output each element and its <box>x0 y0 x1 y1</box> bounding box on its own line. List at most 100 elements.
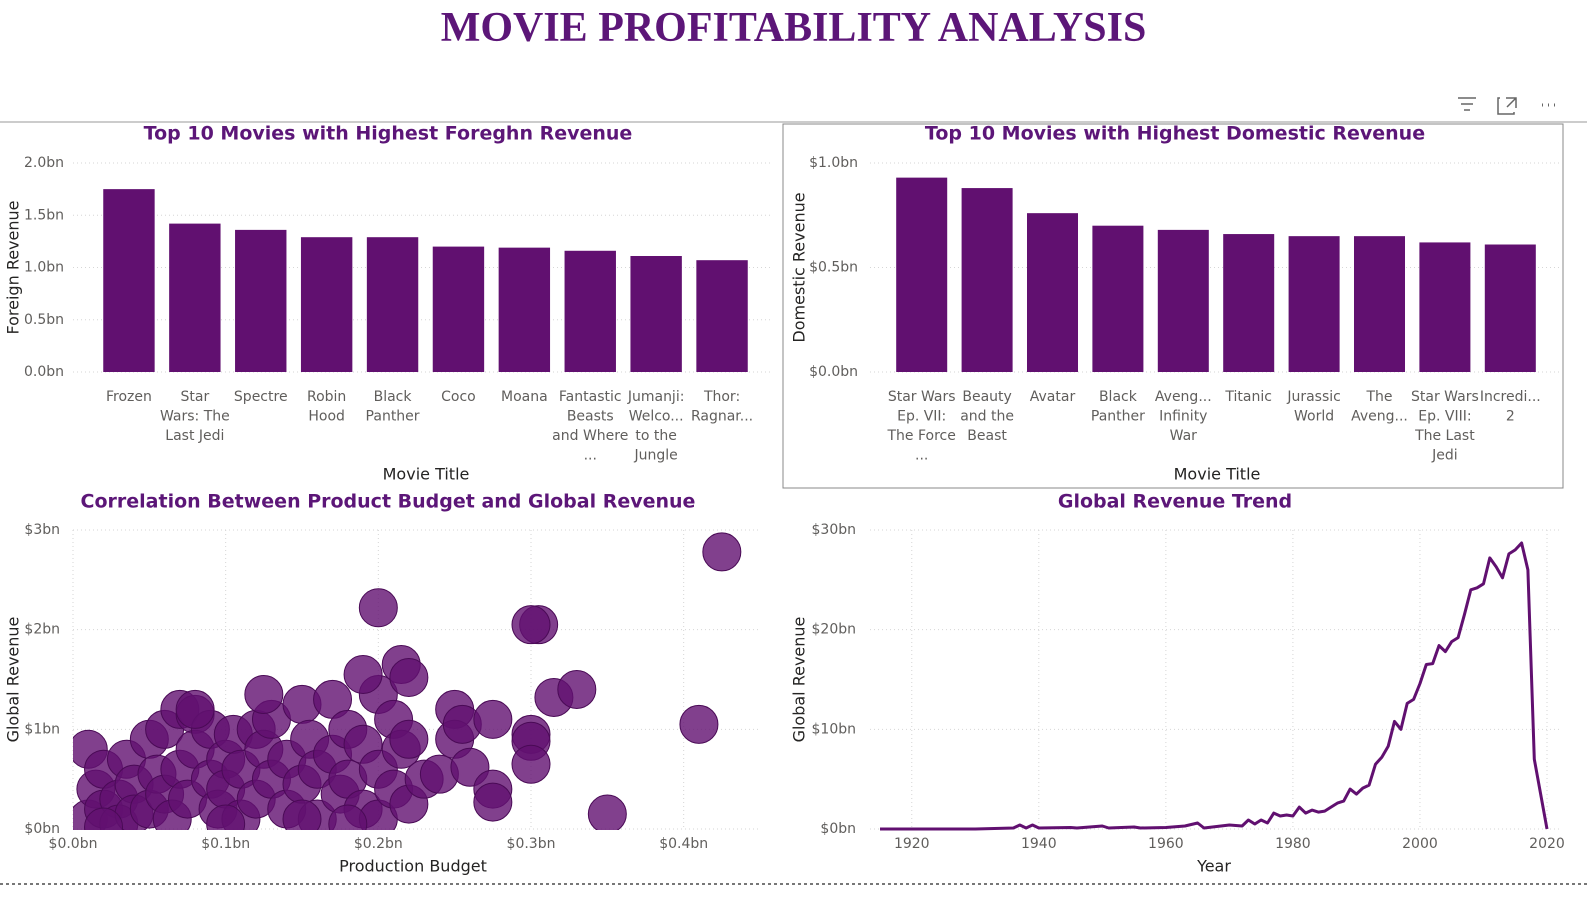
x-tick-label: Coco <box>441 389 476 405</box>
bar <box>366 237 419 372</box>
x-tick-label: Thor: Ragnar... <box>691 389 753 425</box>
y-axis-label: Global Revenue <box>4 617 23 743</box>
bar <box>432 246 485 372</box>
bar <box>1419 242 1471 372</box>
bar <box>961 188 1013 372</box>
x-tick-label: $0.0bn <box>49 836 98 852</box>
y-tick-label: 0.5bn <box>24 312 64 328</box>
point <box>389 719 429 759</box>
x-axis-label: Movie Title <box>383 465 470 484</box>
bar <box>169 223 221 372</box>
x-tick-label: 1940 <box>1021 836 1057 852</box>
point <box>389 658 429 698</box>
focus-icon[interactable] <box>1497 97 1517 115</box>
y-tick-label: 0.0bn <box>24 364 64 380</box>
y-tick-label: $10bn <box>812 721 856 737</box>
bar <box>235 229 287 372</box>
point <box>587 794 627 830</box>
y-axis-label: Global Revenue <box>790 617 809 743</box>
x-axis-label: Production Budget <box>339 857 487 876</box>
chart-title: Global Revenue Trend <box>1058 491 1292 513</box>
point <box>473 782 513 822</box>
x-tick-label: 1960 <box>1148 836 1184 852</box>
point <box>511 605 551 645</box>
bar <box>1484 244 1536 372</box>
point <box>282 799 322 830</box>
y-tick-label: $0bn <box>820 821 856 837</box>
chart-title: Correlation Between Product Budget and G… <box>81 491 696 513</box>
y-tick-label: $20bn <box>812 622 856 638</box>
chart-title: Top 10 Movies with Highest Foreghn Reven… <box>144 123 633 145</box>
y-tick-label: $30bn <box>812 522 856 538</box>
y-tick-label: $0bn <box>24 821 60 837</box>
bar <box>300 237 353 372</box>
x-tick-label: Black Panther <box>366 389 420 425</box>
y-tick-label: $1bn <box>24 721 60 737</box>
x-axis-label: Movie Title <box>1174 465 1261 484</box>
x-tick-label: Star Wars: The Last Jedi <box>160 389 230 444</box>
x-tick-label: Incredi... 2 <box>1480 389 1541 425</box>
point <box>702 532 742 572</box>
x-tick-label: Aveng... Infinity War <box>1155 389 1212 444</box>
x-tick-label: Fantastic Beasts and Where... <box>552 389 628 464</box>
visual-header-icons[interactable] <box>1458 97 1555 115</box>
bar <box>103 189 155 372</box>
bar <box>1092 225 1144 372</box>
point <box>206 804 246 830</box>
selection-frame <box>782 123 1564 489</box>
x-tick-label: $0.3bn <box>507 836 556 852</box>
y-tick-label: $0.5bn <box>809 260 858 276</box>
chart-title: Top 10 Movies with Highest Domestic Reve… <box>925 123 1425 145</box>
point <box>557 669 597 709</box>
x-tick-label: Star Wars Ep. VIII: The Last Jedi <box>1411 389 1479 464</box>
bar <box>1353 236 1406 372</box>
bar <box>1288 236 1340 372</box>
y-axis-label: Foreign Revenue <box>4 201 23 335</box>
x-tick-label: $0.2bn <box>354 836 403 852</box>
x-tick-label: 1920 <box>894 836 930 852</box>
bar <box>696 260 748 372</box>
bar <box>498 247 551 372</box>
point <box>175 689 215 729</box>
point <box>328 804 368 830</box>
point <box>679 704 719 744</box>
y-axis-label: Domestic Revenue <box>790 192 809 342</box>
x-tick-label: Beauty and the Beast <box>960 389 1014 444</box>
points <box>73 532 742 830</box>
point <box>511 744 551 784</box>
bar <box>1223 234 1275 372</box>
x-tick-label: Black Panther <box>1091 389 1145 425</box>
point <box>244 674 284 714</box>
bar <box>1026 213 1079 372</box>
y-tick-label: $0.0bn <box>809 364 858 380</box>
x-tick-label: The Aveng... <box>1351 389 1408 425</box>
bar <box>896 177 948 372</box>
filter-icon[interactable] <box>1458 97 1476 111</box>
x-tick-label: Robin Hood <box>307 389 346 425</box>
point <box>473 699 513 739</box>
x-tick-label: Jumanji: Welco... to the Jungle <box>627 389 685 464</box>
x-tick-label: Avatar <box>1030 389 1076 405</box>
x-tick-label: $0.1bn <box>201 836 250 852</box>
x-tick-label: Jurassic World <box>1286 389 1341 425</box>
bar <box>564 250 616 372</box>
y-tick-label: $3bn <box>24 522 60 538</box>
x-tick-label: Spectre <box>234 389 288 405</box>
x-axis-label: Year <box>1196 857 1231 876</box>
y-tick-label: $1.0bn <box>809 155 858 171</box>
x-tick-label: Frozen <box>106 389 152 405</box>
x-tick-label: $0.4bn <box>659 836 708 852</box>
y-tick-label: 1.5bn <box>24 207 64 223</box>
x-tick-label: Moana <box>501 389 548 405</box>
bar <box>630 256 682 372</box>
x-tick-label: 2000 <box>1402 836 1438 852</box>
x-tick-label: 2020 <box>1529 836 1565 852</box>
point <box>84 807 124 830</box>
x-tick-label: Star Wars Ep. VII: The Force... <box>887 389 956 464</box>
point <box>343 655 383 695</box>
x-tick-label: 1980 <box>1275 836 1311 852</box>
bar <box>1157 229 1209 372</box>
x-tick-label: Titanic <box>1224 389 1272 405</box>
